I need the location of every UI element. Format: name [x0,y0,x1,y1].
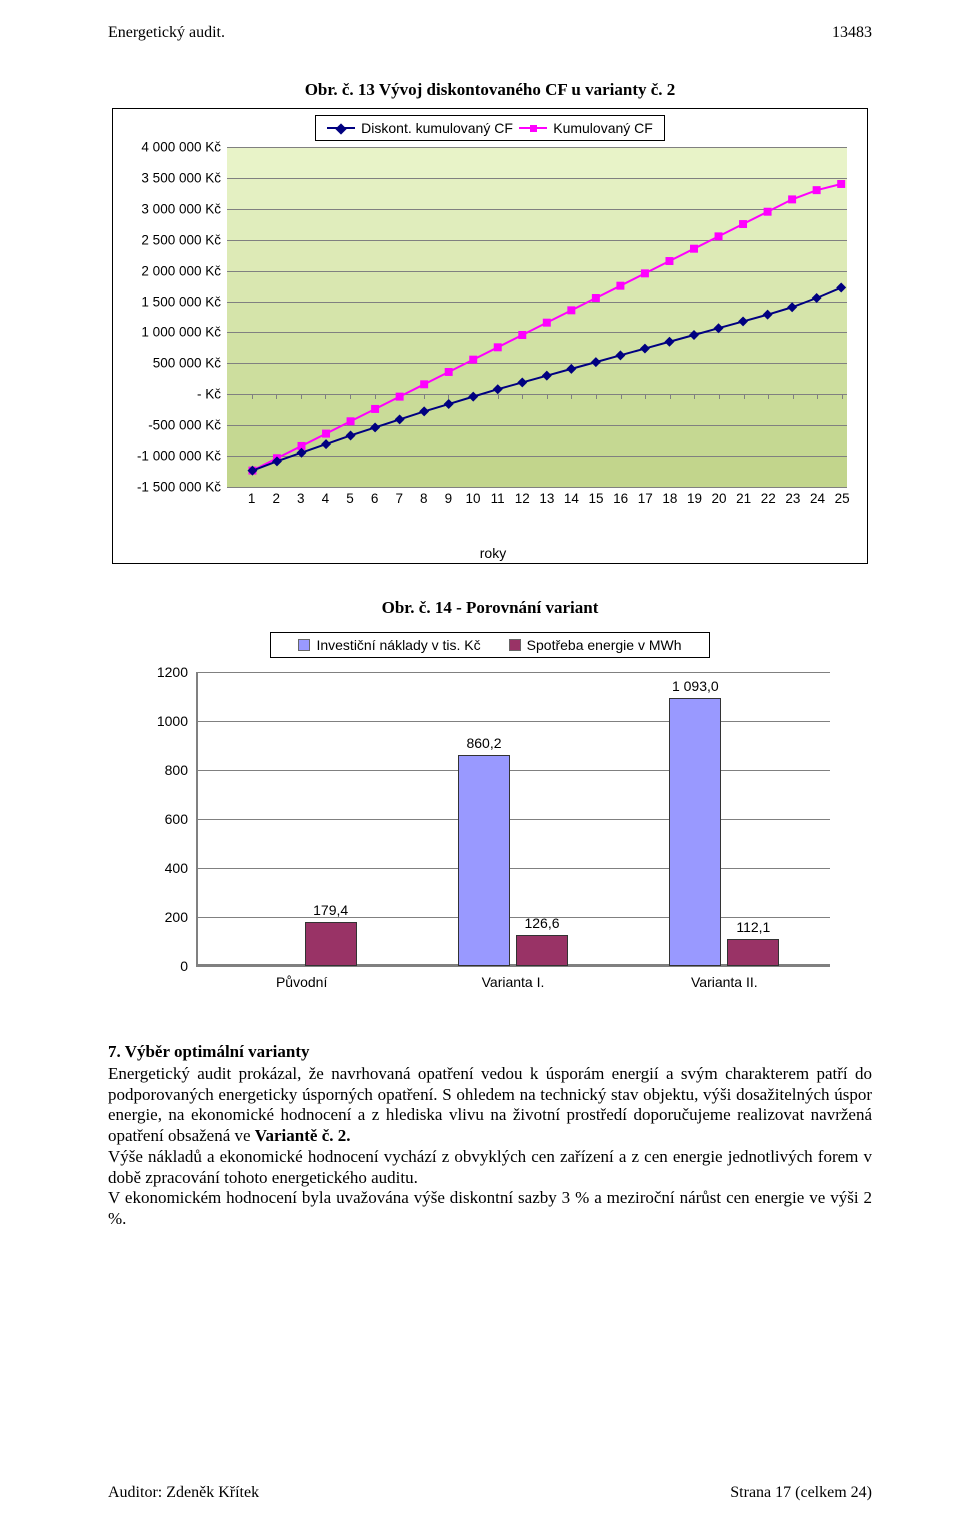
fig2-ytick: 800 [140,762,188,778]
fig2-ytick: 1200 [140,664,188,680]
fig1-chart: Diskont. kumulovaný CF Kumulovaný CF 123… [119,115,861,557]
section-p1-text: Energetický audit prokázal, že navrhovan… [108,1064,872,1145]
fig1-ytick: 1 000 000 Kč [125,325,221,340]
fig1-xtick: 25 [835,491,850,506]
fig2-ytick: 400 [140,860,188,876]
fig1-legend-item-2: Kumulovaný CF [519,120,653,136]
fig1-xtick: 15 [589,491,604,506]
fig2-ytick: 0 [140,958,188,974]
fig1-xtick: 6 [371,491,379,506]
square-line-icon [519,127,547,129]
fig1-ytick: -1 000 000 Kč [125,449,221,464]
fig2-legend-item-1: Investiční náklady v tis. Kč [298,637,480,653]
fig1-xtick: 11 [491,491,505,506]
fig1-plot-area: 1234567891011121314151617181920212223242… [227,147,847,487]
fig2-bar-energie [305,922,357,966]
fig1-xtick: 24 [810,491,825,506]
fig1-xtick: 18 [662,491,677,506]
header-left: Energetický audit. [108,24,225,42]
fig1-xtick: 4 [322,491,330,506]
section-para-3: V ekonomickém hodnocení byla uvažována v… [108,1188,872,1229]
fig2-bar-energie [516,935,568,966]
fig1-xtick: 19 [687,491,702,506]
fig2-frame: Investiční náklady v tis. Kč Spotřeba en… [140,632,840,1012]
fig1-xtick: 16 [613,491,628,506]
fig1-xtick: 20 [712,491,727,506]
footer-left: Auditor: Zdeněk Křítek [108,1484,259,1502]
fig1-xtick: 14 [564,491,579,506]
fig1-xtick: 8 [420,491,428,506]
square-icon [298,639,310,651]
fig1-ytick: 3 000 000 Kč [125,201,221,216]
fig2-ytick: 200 [140,909,188,925]
fig1-xtick: 17 [638,491,653,506]
fig2-value-label: 179,4 [313,902,348,918]
fig1-plot: 1234567891011121314151617181920212223242… [133,147,853,517]
fig1-ytick: -500 000 Kč [125,418,221,433]
fig1-ytick: -1 500 000 Kč [125,480,221,495]
fig1-ytick: 500 000 Kč [125,356,221,371]
fig2-legend: Investiční náklady v tis. Kč Spotřeba en… [270,632,710,658]
section-para-2: Výše nákladů a ekonomické hodnocení vych… [108,1147,872,1188]
fig2-bar-invest [669,698,721,966]
fig2-value-label: 126,6 [524,915,559,931]
fig2-value-label: 1 093,0 [672,678,719,694]
fig2-xlabel: Původní [276,974,327,990]
fig1-xtick: 9 [445,491,453,506]
fig1-xlabel: roky [480,545,506,561]
fig2-legend-label-1: Investiční náklady v tis. Kč [316,637,480,653]
fig1-legend-item-1: Diskont. kumulovaný CF [327,120,513,136]
fig1-title: Obr. č. 13 Vývoj diskontovaného CF u var… [108,80,872,100]
fig1-xtick: 3 [297,491,305,506]
fig2-ytick: 1000 [140,713,188,729]
fig1-xtick: 12 [515,491,530,506]
fig2-legend-item-2: Spotřeba energie v MWh [509,637,682,653]
fig2-xlabel: Varianta II. [691,974,758,990]
fig1-legend-label-2: Kumulovaný CF [553,120,653,136]
page-header: Energetický audit. 13483 [108,24,872,42]
page-footer: Auditor: Zdeněk Křítek Strana 17 (celkem… [108,1484,872,1502]
fig2-ytick: 600 [140,811,188,827]
fig1-xtick: 21 [736,491,751,506]
fig1-legend-label-1: Diskont. kumulovaný CF [361,120,513,136]
fig1-ytick: - Kč [125,387,221,402]
fig1-xtick: 1 [248,491,256,506]
fig1-ytick: 4 000 000 Kč [125,140,221,155]
fig1-xtick: 5 [346,491,354,506]
fig2-value-label: 860,2 [466,735,501,751]
fig1-frame: Diskont. kumulovaný CF Kumulovaný CF 123… [112,108,868,564]
fig1-ytick: 3 500 000 Kč [125,170,221,185]
fig1-xtick: 2 [272,491,280,506]
header-right: 13483 [832,24,872,42]
fig1-ytick: 1 500 000 Kč [125,294,221,309]
fig1-ytick: 2 500 000 Kč [125,232,221,247]
fig1-xtick: 22 [761,491,776,506]
fig2-plot: 0 200 400 600 800 1000 1200 179,4 Původní 860,2 12… [140,666,840,996]
fig2-title: Obr. č. 14 - Porovnání variant [108,598,872,618]
fig1-ytick: 2 000 000 Kč [125,263,221,278]
section-title: 7. Výběr optimální varianty [108,1042,872,1062]
fig2-value-label: 112,1 [736,919,770,935]
section-p1-bold: Variantě č. 2. [255,1126,351,1145]
fig2-bar-energie [727,939,779,966]
fig1-legend: Diskont. kumulovaný CF Kumulovaný CF [315,115,665,141]
fig2-xlabel: Varianta I. [482,974,545,990]
diamond-line-icon [327,127,355,129]
footer-right: Strana 17 (celkem 24) [730,1484,872,1502]
fig2-bar-invest [458,755,510,966]
fig1-xtick: 23 [785,491,800,506]
fig2-chart: Investiční náklady v tis. Kč Spotřeba en… [140,632,840,1012]
fig1-xtick: 13 [539,491,554,506]
fig1-xtick: 10 [466,491,481,506]
fig2-legend-label-2: Spotřeba energie v MWh [527,637,682,653]
section-para-1: Energetický audit prokázal, že navrhovan… [108,1064,872,1147]
fig1-xtick: 7 [395,491,403,506]
square-icon [509,639,521,651]
